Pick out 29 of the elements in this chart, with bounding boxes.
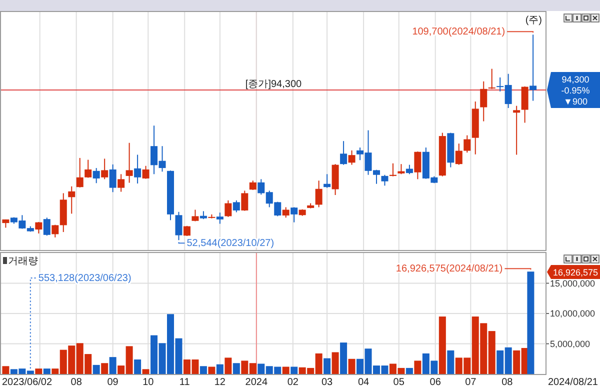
- x-tick-label: 10: [142, 377, 154, 388]
- text: 94,300: [562, 74, 590, 85]
- y-tick-label: 15,000,000: [550, 278, 596, 288]
- x-tick-label: 12: [214, 377, 226, 388]
- x-tick-label: 07: [465, 377, 477, 388]
- x-tick-label: 05: [393, 377, 405, 388]
- text: 2024/08/21: [548, 377, 598, 388]
- y-tick-label: 10,000,000: [550, 308, 596, 319]
- text: 2023/06/02: [2, 377, 52, 388]
- x-tick-label: 09: [107, 377, 119, 388]
- chart-subtitle: (주): [525, 15, 542, 26]
- x-tick-label: 08: [70, 377, 82, 388]
- x-tick-label: 2024: [245, 377, 268, 388]
- chart-title: 거래량: [8, 256, 38, 267]
- text: 16,926,575: [552, 268, 598, 278]
- text: -0.95%: [561, 86, 590, 96]
- x-tick-label: 03: [321, 377, 334, 388]
- x-tick-label: 04: [358, 377, 370, 388]
- annotation: 553,128(2023/06/23): [38, 273, 132, 284]
- ref-line-label: [종가]94,300: [245, 79, 302, 90]
- y-tick-label: 5,000,000: [550, 338, 590, 349]
- x-tick-label: 11: [179, 377, 190, 388]
- x-tick-label: 02: [287, 377, 299, 388]
- x-tick-label: 08: [502, 377, 514, 388]
- annotation: 52,544(2023/10/27): [186, 238, 274, 250]
- annotation: 109,700(2024/08/21): [412, 26, 506, 38]
- text: ▼900: [564, 96, 588, 107]
- x-tick-label: 06: [430, 377, 442, 388]
- annotation: 16,926,575(2024/08/21): [396, 264, 503, 275]
